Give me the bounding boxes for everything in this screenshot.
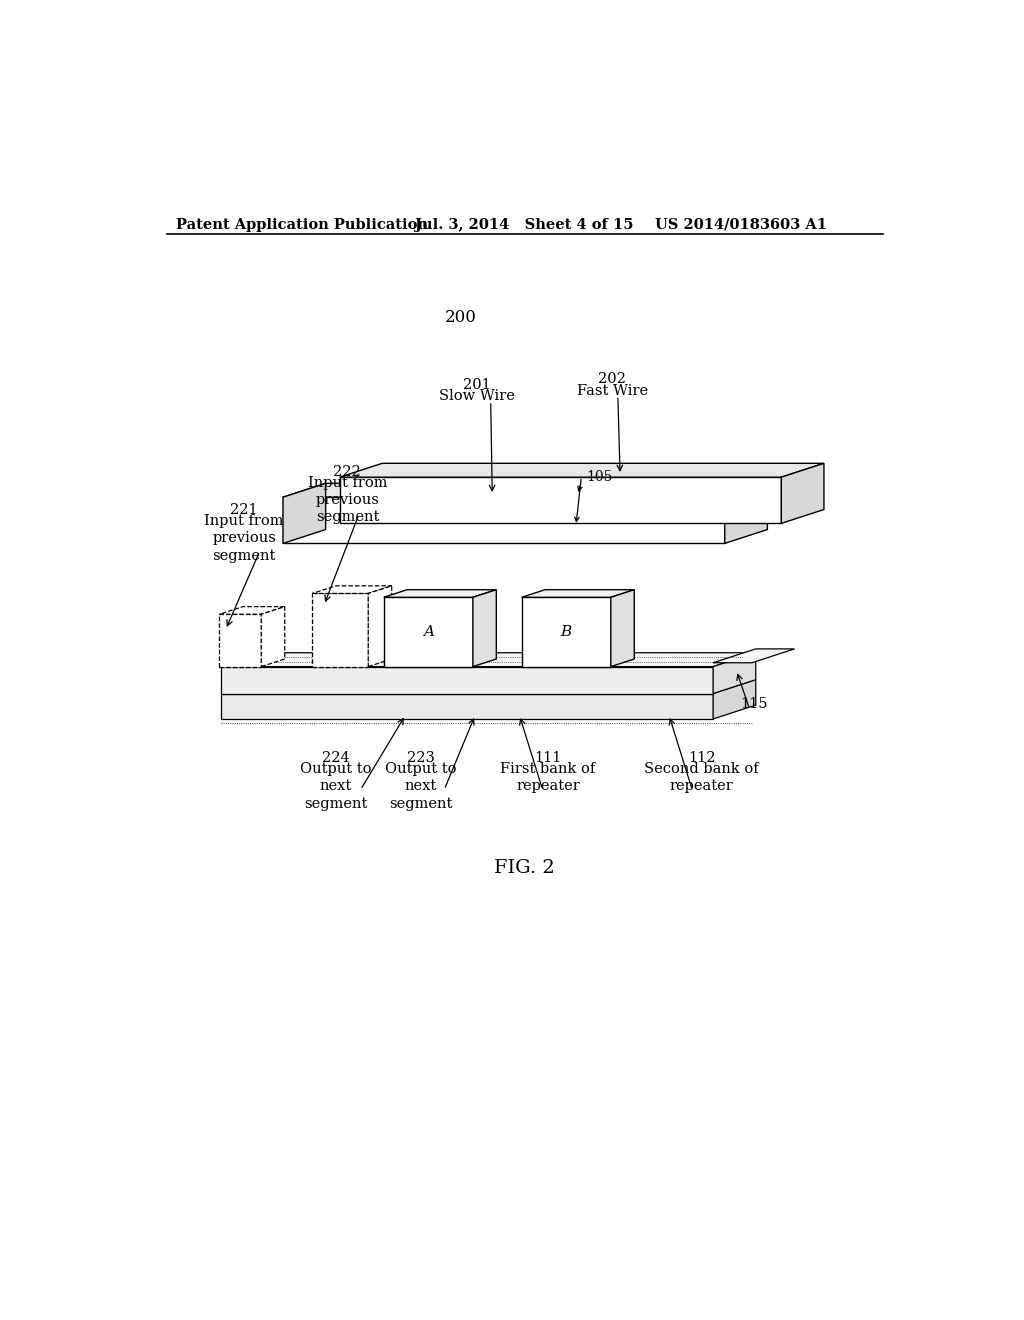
Polygon shape — [384, 590, 497, 598]
Polygon shape — [369, 586, 392, 667]
Text: 202: 202 — [598, 372, 627, 387]
Text: A: A — [423, 624, 434, 639]
Polygon shape — [713, 649, 795, 663]
Polygon shape — [283, 483, 326, 544]
Polygon shape — [521, 598, 611, 667]
Polygon shape — [312, 594, 369, 667]
Polygon shape — [219, 607, 285, 614]
Text: Output to
next
segment: Output to next segment — [385, 762, 457, 810]
Text: 221: 221 — [230, 503, 258, 517]
Polygon shape — [521, 590, 634, 598]
Polygon shape — [283, 498, 725, 544]
Text: B: B — [560, 624, 571, 639]
Text: 111: 111 — [535, 751, 562, 766]
Polygon shape — [221, 693, 713, 719]
Text: Fast Wire: Fast Wire — [577, 384, 648, 399]
Polygon shape — [781, 463, 824, 524]
Polygon shape — [725, 483, 767, 544]
Polygon shape — [221, 653, 756, 667]
Polygon shape — [283, 483, 767, 498]
Polygon shape — [261, 607, 285, 667]
Text: Patent Application Publication: Patent Application Publication — [176, 218, 428, 232]
Text: US 2014/0183603 A1: US 2014/0183603 A1 — [655, 218, 827, 232]
Polygon shape — [473, 590, 497, 667]
Text: Slow Wire: Slow Wire — [439, 389, 515, 404]
Polygon shape — [340, 463, 824, 478]
Text: 201: 201 — [463, 378, 490, 392]
Text: 200: 200 — [445, 309, 477, 326]
Text: 112: 112 — [688, 751, 715, 766]
Text: First bank of
repeater: First bank of repeater — [501, 762, 596, 793]
Text: 222: 222 — [334, 465, 361, 479]
Text: Input from
previous
segment: Input from previous segment — [205, 515, 284, 562]
Polygon shape — [713, 680, 756, 719]
Text: 105: 105 — [587, 470, 613, 484]
Polygon shape — [611, 590, 634, 667]
Text: Jul. 3, 2014   Sheet 4 of 15: Jul. 3, 2014 Sheet 4 of 15 — [415, 218, 633, 232]
Text: 115: 115 — [740, 697, 768, 711]
Polygon shape — [384, 598, 473, 667]
Text: 224: 224 — [322, 751, 349, 766]
Text: Second bank of
repeater: Second bank of repeater — [644, 762, 759, 793]
Polygon shape — [221, 680, 756, 693]
Text: Input from
previous
segment: Input from previous segment — [307, 475, 387, 524]
Polygon shape — [312, 586, 392, 594]
Text: 223: 223 — [407, 751, 435, 766]
Polygon shape — [713, 653, 756, 693]
Text: Output to
next
segment: Output to next segment — [300, 762, 372, 810]
Polygon shape — [340, 478, 781, 524]
Polygon shape — [219, 614, 261, 667]
Text: FIG. 2: FIG. 2 — [495, 859, 555, 876]
Polygon shape — [221, 667, 713, 693]
